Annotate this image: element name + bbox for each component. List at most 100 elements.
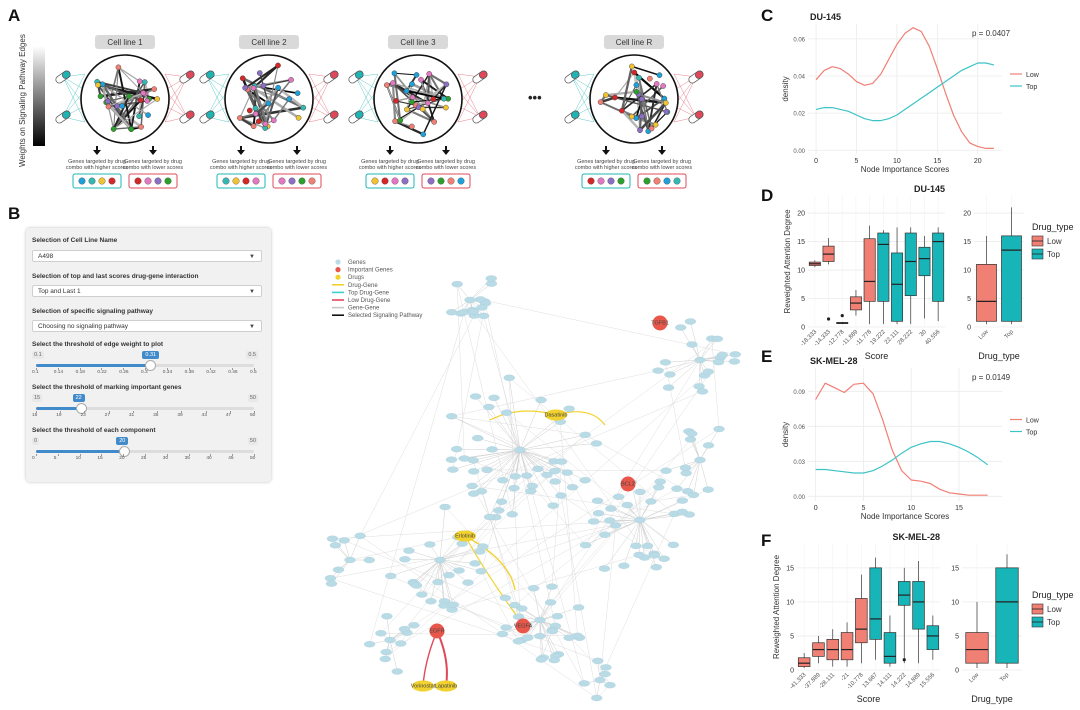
gene-gene-edge [699,338,712,361]
graph-node [242,85,248,91]
gene-gene-edge [480,571,519,642]
lower-caption-line: Genes targeted by drug [124,159,182,165]
gene-node [408,622,420,629]
graph-node [419,106,426,112]
graph-node [250,123,257,130]
gene-gene-edge [421,559,441,595]
gene-node [555,458,568,465]
gene-node [521,472,533,479]
chart-c-density: 0 5 10 15 20 0.00 0.02 0.04 0.06 DU-145 p = 0.0407… [781,12,1040,174]
graph-edge [112,95,130,130]
gene-node [329,542,342,549]
graph-node [409,123,415,130]
slider-track[interactable] [36,407,254,410]
graph-edge [246,88,275,122]
higher-caption-line: Genes targeted by drug [361,159,419,165]
graph-node [154,96,161,102]
gene-node [481,466,493,473]
important-gene-node [515,618,531,634]
graph-node [252,105,259,112]
edge-threshold-slider[interactable]: 0.1 0.5 0.31 0.1 0.14 0.18 0.22 0.26 0.3 0.34 0.38… [32,351,258,377]
gene-node [664,371,676,378]
gene-gene-edge [349,535,361,561]
legend-label: Low [1026,418,1040,425]
outer-edge [308,73,332,118]
slider-thumb[interactable] [75,403,87,414]
graph-node [105,103,112,110]
slider-tick-label: 0.38 [184,370,194,375]
outer-edge [457,73,481,118]
graph-node [639,113,645,120]
panel-label-a: A [8,6,20,25]
outer-edge [673,73,697,118]
x-axis-label: Score [857,694,881,704]
x-tick-label: 5 [861,505,865,512]
pathway-select[interactable]: Choosing no signaling pathway ▼ [32,320,262,332]
gene-node [621,501,633,509]
slider-min: 15 [32,394,43,402]
slider-track[interactable] [36,450,254,453]
panel-label-e: E [761,347,772,366]
gene-node [712,358,725,366]
graph-node [420,131,427,138]
chart-title: SK-MEL-28 [892,532,940,542]
gene-node [391,668,403,675]
lower-caption-line: Genes targeted by drug [633,159,691,165]
gene-gene-edge [380,501,502,634]
scores-select[interactable]: Top and Last 1 ▼ [32,285,262,297]
gene-node [514,446,526,454]
gene-node [653,484,665,491]
slider-thumb[interactable] [119,446,131,457]
gene-node [535,656,547,663]
pill-half [571,70,580,79]
gene-gene-edge [471,449,521,487]
graph-edge [647,83,658,132]
gene-node [503,374,515,381]
gene-node [475,568,487,575]
gene-dot [232,177,240,185]
gene-dot [457,177,465,185]
down-arrow-icon [658,146,666,155]
p-value: p = 0.0407 [972,29,1011,38]
box-top [912,581,925,630]
outer-edge [62,76,86,91]
gene-node [338,537,350,544]
graph-node [441,95,447,102]
gene-node [468,468,480,475]
gene-node [535,396,547,404]
graph-edge [239,106,304,120]
genes-threshold-slider[interactable]: 15 50 22 15 19 23 27 31 35 39 43 47 50 [32,394,258,420]
gene-gene-edge [502,449,521,481]
slider-thumb[interactable] [145,360,157,371]
gene-node [500,409,513,416]
gene-gene-edge [519,449,555,462]
chart-title: SK-MEL-28 [810,356,858,366]
graph-node [294,90,301,96]
gene-gene-edge [539,470,667,621]
slider-tick-label: 31 [128,413,135,418]
gene-node [549,467,561,475]
slider-tick-label: 15 [97,456,103,461]
component-threshold-slider[interactable]: 0 50 20 0 5 10 15 20 25 30 35 40 45 50 [32,437,258,463]
gene-dot [381,177,389,185]
graph-edge [138,93,146,117]
cell-line-select[interactable]: A498 ▼ [32,250,262,262]
gene-node [451,281,463,288]
pill-half [206,110,215,119]
pill-half [695,70,704,79]
gene-node [549,478,561,485]
graph-edge [107,106,115,130]
x-tick-label: Low [978,329,990,341]
outer-edge [355,73,379,118]
gene-node [464,296,476,304]
chart-title: DU-145 [810,12,841,22]
outer-edge [62,73,86,118]
gene-dot [617,177,625,185]
y-tick-label: 10 [951,599,959,606]
graph-node [392,118,398,125]
lower-caption-line: Genes targeted by drug [417,159,475,165]
gene-dot [288,177,296,185]
lower-caption-line: combo with lower scores [123,165,183,171]
legend-label: Low [1047,605,1062,614]
graph-node [631,69,638,76]
